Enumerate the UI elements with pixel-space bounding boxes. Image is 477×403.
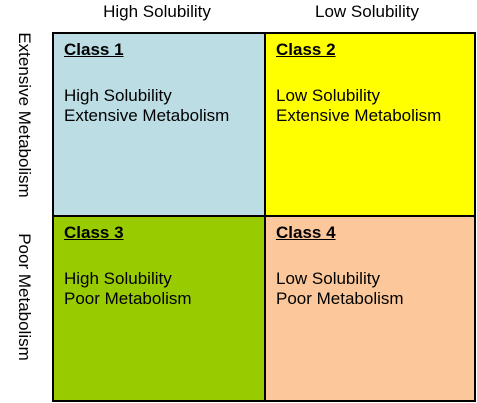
class-2-metabolism: Extensive Metabolism (276, 106, 442, 125)
class-4-title: Class 4 (276, 223, 336, 242)
class-3-cell: Class 3 High Solubility Poor Metabolism (54, 217, 266, 400)
column-header-low-solubility: Low Solubility (315, 2, 419, 21)
class-1-cell: Class 1 High Solubility Extensive Metabo… (54, 34, 266, 217)
class-2-cell: Class 2 Low Solubility Extensive Metabol… (266, 34, 474, 217)
class-2-title: Class 2 (276, 40, 336, 59)
column-header-high-solubility: High Solubility (103, 2, 211, 21)
class-4-solubility: Low Solubility (276, 269, 380, 288)
class-4-metabolism: Poor Metabolism (276, 289, 404, 308)
class-4-cell: Class 4 Low Solubility Poor Metabolism (266, 217, 474, 400)
class-1-solubility: High Solubility (64, 86, 172, 105)
class-1-metabolism: Extensive Metabolism (64, 106, 230, 125)
row-header-poor-metabolism: Poor Metabolism (15, 233, 34, 361)
class-2-solubility: Low Solubility (276, 86, 380, 105)
class-3-title: Class 3 (64, 223, 124, 242)
row-header-extensive-metabolism: Extensive Metabolism (15, 32, 34, 198)
class-3-solubility: High Solubility (64, 269, 172, 288)
class-3-metabolism: Poor Metabolism (64, 289, 192, 308)
classification-grid: Class 1 High Solubility Extensive Metabo… (52, 32, 476, 402)
class-1-title: Class 1 (64, 40, 124, 59)
